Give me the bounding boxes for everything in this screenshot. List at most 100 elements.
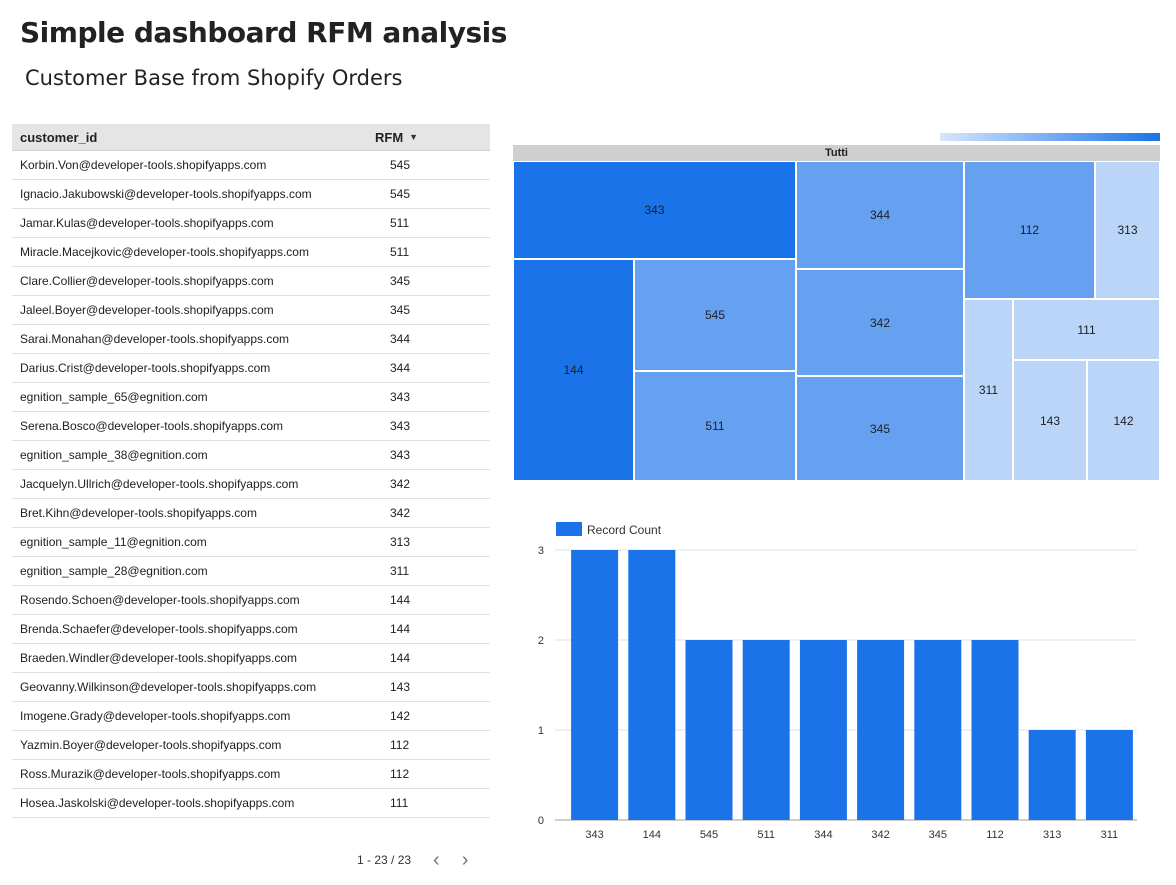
customer-id-cell: egnition_sample_38@egnition.com (20, 448, 208, 462)
y-tick-label: 2 (538, 635, 544, 647)
treemap-cell-112[interactable]: 112 (964, 161, 1095, 299)
customer-id-cell: Braeden.Windler@developer-tools.shopifya… (20, 651, 297, 665)
treemap-cell-111[interactable]: 111 (1013, 299, 1160, 360)
table-row[interactable]: Jamar.Kulas@developer-tools.shopifyapps.… (12, 209, 490, 238)
rfm-cell: 343 (390, 390, 411, 404)
x-tick-label: 545 (700, 829, 718, 841)
table-row[interactable]: Sarai.Monahan@developer-tools.shopifyapp… (12, 325, 490, 354)
chevron-left-icon[interactable]: ‹ (433, 849, 440, 871)
bar-342[interactable] (857, 640, 905, 820)
y-tick-label: 3 (538, 545, 544, 557)
bar-chart: 0 1 2 3 343 144 545 511 344 342 345 112 313 311 Record… (538, 522, 1137, 841)
table-row[interactable]: egnition_sample_38@egnition.com 343 (12, 441, 490, 470)
customer-id-cell: Jaleel.Boyer@developer-tools.shopifyapps… (20, 303, 274, 317)
page-subtitle: Customer Base from Shopify Orders (25, 66, 403, 90)
chevron-right-icon[interactable]: › (461, 849, 469, 871)
table-row[interactable]: Jacquelyn.Ullrich@developer-tools.shopif… (12, 470, 490, 499)
treemap-cell-342[interactable]: 342 (796, 269, 964, 376)
customer-id-cell: Imogene.Grady@developer-tools.shopifyapp… (20, 709, 291, 723)
rfm-cell: 344 (390, 361, 411, 375)
treemap-header: Tutti (513, 145, 1160, 161)
table-row[interactable]: Miracle.Macejkovic@developer-tools.shopi… (12, 238, 490, 267)
treemap-cell-343[interactable]: 343 (513, 161, 796, 259)
rfm-cell: 112 (390, 767, 410, 781)
table-row[interactable]: Ignacio.Jakubowski@developer-tools.shopi… (12, 180, 490, 209)
table-row[interactable]: Geovanny.Wilkinson@developer-tools.shopi… (12, 673, 490, 702)
treemap-cell-545[interactable]: 545 (634, 259, 796, 371)
customer-id-cell: Serena.Bosco@developer-tools.shopifyapps… (20, 419, 283, 433)
bar-345[interactable] (914, 640, 962, 820)
customer-id-cell: Darius.Crist@developer-tools.shopifyapps… (20, 361, 271, 375)
table-row[interactable]: Hosea.Jaskolski@developer-tools.shopifya… (12, 789, 490, 818)
rfm-cell: 313 (390, 535, 411, 549)
table-body: Korbin.Von@developer-tools.shopifyapps.c… (12, 151, 490, 818)
sort-descending-icon[interactable]: ▼ (409, 132, 419, 142)
customer-id-cell: egnition_sample_11@egnition.com (20, 535, 207, 549)
customer-id-cell: Hosea.Jaskolski@developer-tools.shopifya… (20, 796, 295, 810)
bar-112[interactable] (971, 640, 1019, 820)
column-header-rfm[interactable]: RFM ▼ (375, 130, 418, 145)
customer-id-cell: Rosendo.Schoen@developer-tools.shopifyap… (20, 593, 300, 607)
pagination: 1 - 23 / 23 ‹ › (357, 849, 469, 871)
rfm-cell: 343 (390, 419, 411, 433)
customer-table: customer_id RFM ▼ Korbin.Von@developer-t… (12, 124, 490, 818)
treemap-cell-144[interactable]: 144 (513, 259, 634, 481)
y-tick-label: 1 (538, 725, 544, 737)
rfm-cell: 545 (390, 187, 411, 201)
bar-545[interactable] (685, 640, 733, 820)
treemap-cell-143[interactable]: 143 (1013, 360, 1087, 481)
rfm-cell: 343 (390, 448, 411, 462)
customer-id-cell: Geovanny.Wilkinson@developer-tools.shopi… (20, 680, 317, 694)
bar-511[interactable] (742, 640, 790, 820)
table-row[interactable]: egnition_sample_11@egnition.com 313 (12, 528, 490, 557)
table-row[interactable]: Imogene.Grady@developer-tools.shopifyapp… (12, 702, 490, 731)
customer-id-cell: Jacquelyn.Ullrich@developer-tools.shopif… (20, 477, 299, 491)
bar-311[interactable] (1085, 730, 1133, 820)
table-row[interactable]: Serena.Bosco@developer-tools.shopifyapps… (12, 412, 490, 441)
customer-id-cell: Brenda.Schaefer@developer-tools.shopifya… (20, 622, 298, 636)
table-row[interactable]: Jaleel.Boyer@developer-tools.shopifyapps… (12, 296, 490, 325)
treemap-cell-313[interactable]: 313 (1095, 161, 1160, 299)
treemap-cell-345[interactable]: 345 (796, 376, 964, 481)
table-row[interactable]: Bret.Kihn@developer-tools.shopifyapps.co… (12, 499, 490, 528)
customer-id-cell: Jamar.Kulas@developer-tools.shopifyapps.… (20, 216, 274, 230)
rfm-cell: 311 (390, 564, 410, 578)
treemap-cell-344[interactable]: 344 (796, 161, 964, 269)
column-header-customer-id[interactable]: customer_id (20, 129, 98, 145)
rfm-cell: 342 (390, 477, 411, 491)
rfm-cell: 345 (390, 303, 411, 317)
x-tick-label: 511 (757, 829, 775, 841)
table-row[interactable]: egnition_sample_28@egnition.com 311 (12, 557, 490, 586)
treemap-color-scale (940, 133, 1160, 141)
table-row[interactable]: Brenda.Schaefer@developer-tools.shopifya… (12, 615, 490, 644)
x-tick-label: 343 (585, 829, 603, 841)
table-row[interactable]: Braeden.Windler@developer-tools.shopifya… (12, 644, 490, 673)
bar-313[interactable] (1028, 730, 1076, 820)
bar-344[interactable] (799, 640, 847, 820)
rfm-cell: 345 (390, 274, 411, 288)
bar-144[interactable] (628, 550, 676, 820)
rfm-cell: 144 (390, 651, 411, 665)
x-tick-label: 313 (1043, 829, 1061, 841)
customer-id-cell: Ross.Murazik@developer-tools.shopifyapps… (20, 767, 281, 781)
x-tick-label: 344 (814, 829, 832, 841)
table-row[interactable]: Darius.Crist@developer-tools.shopifyapps… (12, 354, 490, 383)
table-row[interactable]: Yazmin.Boyer@developer-tools.shopifyapps… (12, 731, 490, 760)
rfm-cell: 144 (390, 622, 411, 636)
table-row[interactable]: Clare.Collier@developer-tools.shopifyapp… (12, 267, 490, 296)
table-row[interactable]: Korbin.Von@developer-tools.shopifyapps.c… (12, 151, 490, 180)
table-row[interactable]: Rosendo.Schoen@developer-tools.shopifyap… (12, 586, 490, 615)
table-row[interactable]: Ross.Murazik@developer-tools.shopifyapps… (12, 760, 490, 789)
page-title: Simple dashboard RFM analysis (20, 16, 507, 49)
bar-343[interactable] (571, 550, 619, 820)
rfm-cell: 144 (390, 593, 411, 607)
table-row[interactable]: egnition_sample_65@egnition.com 343 (12, 383, 490, 412)
legend-swatch (556, 522, 582, 536)
treemap-cell-311[interactable]: 311 (964, 299, 1013, 481)
treemap-cell-511[interactable]: 511 (634, 371, 796, 481)
column-header-rfm-label: RFM (375, 129, 404, 145)
rfm-cell: 112 (390, 738, 410, 752)
rfm-cell: 511 (390, 245, 410, 259)
x-tick-label: 345 (929, 829, 947, 841)
treemap-cell-142[interactable]: 142 (1087, 360, 1160, 481)
